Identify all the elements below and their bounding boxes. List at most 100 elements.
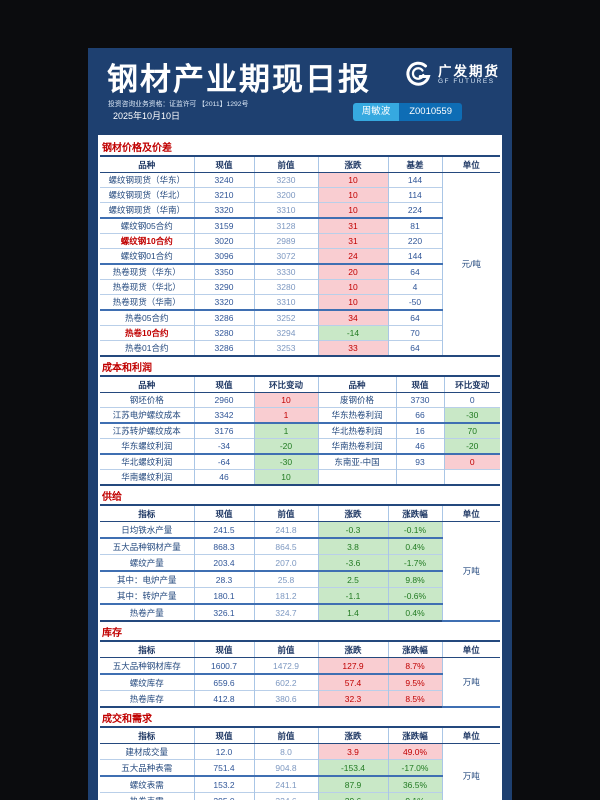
section-title-demand: 成交和需求 [102,714,152,725]
cell-label: 建材成交量 [100,743,194,760]
cell-current: 2960 [193,392,254,408]
cell-label: 热卷产量 [100,603,194,621]
table-row: 螺纹钢10合约 3020 2989 31 220 [100,233,500,249]
cell-basis: 81 [387,217,442,234]
cell-label: 东南亚-中国 [317,453,396,470]
cell-previous: 241.8 [253,521,318,539]
table-row: 华东螺纹利润 -34 -20 华南热卷利润 46 -20 [100,438,500,455]
analyst-id-badge: Z0010559 [399,103,462,121]
column-header: 现值 [193,156,254,173]
column-header: 单位 [441,727,500,744]
column-header: 现值 [193,376,254,393]
cell-label: 热卷现货（华东） [100,263,194,280]
column-header: 环比变动 [443,376,500,393]
section-title-cost: 成本和利润 [102,363,152,374]
cell-change: 0 [443,453,500,470]
page-title: 钢材产业期现日报 [107,62,371,97]
cell-change-pct: 0.4% [387,603,442,621]
table-row: 五大品种钢材库存 1600.7 1472.9 127.9 8.7% 万吨 [100,657,500,708]
cell-current: 412.8 [193,690,254,707]
cell-change: -3.6 [317,554,388,572]
column-header: 现值 [193,505,254,522]
cell-change: 34 [317,309,388,326]
cell-label: 热卷05合约 [100,309,194,326]
table-row: 建材成交量 12.0 8.0 3.9 49.0% 万吨 [100,743,500,800]
cell-change-pct: 49.0% [387,743,442,760]
gf-logo-icon [403,60,433,90]
table-row: 螺纹库存 659.6 602.2 57.4 9.5% [100,673,500,691]
cell-current: 241.5 [193,521,254,539]
cell-current: 3320 [193,294,254,311]
license-text: 投资咨询业务资格：证监许可 【2011】1292号 [108,101,249,108]
cell-change: -20 [253,438,318,455]
cell-change: 29.6 [317,792,388,800]
cell-label: 热卷10合约 [100,325,194,341]
cell-label: 华南螺纹利润 [100,469,194,485]
cell-previous: 1472.9 [253,657,318,675]
cell-current: 12.0 [193,743,254,760]
cell-basis: 220 [387,233,442,249]
cell-change: 31 [317,233,388,249]
cell-current: 3286 [193,309,254,326]
cell-label: 热卷表需 [100,792,194,800]
header-row: 指标 现值 前值 涨跌 涨跌幅 单位 [100,641,500,658]
cell-change: 3.8 [317,537,388,555]
cell-current: 3286 [193,340,254,356]
cell-change: 10 [317,279,388,295]
cell-unit: 元/吨 [441,172,500,356]
column-header: 单位 [441,641,500,658]
cell-current: 203.4 [193,554,254,572]
cell-change: -20 [443,438,500,455]
cell-label: 五大品种表需 [100,759,194,777]
column-header: 涨跌 [317,727,388,744]
cell-label: 五大品种钢材库存 [100,657,194,675]
column-header: 涨跌 [317,505,388,522]
table-row: 钢坯价格 2960 10 废钢价格 3730 0 [100,392,500,408]
supply-table: 指标 现值 前值 涨跌 涨跌幅 单位 日均铁水产量 241.5 241.8 -0.3 -0.1% 万吨… [100,504,500,622]
cell-previous: 3200 [253,187,318,203]
column-header: 指标 [100,505,194,522]
cell-change: 1 [253,422,318,439]
report-card: 钢材产业期现日报 广发期货 GF FUTURES 投资咨询业务资格：证监许可 【… [88,48,512,800]
cell-change: -14 [317,325,388,341]
table-row: 热卷表需295.0324.629.69.1% [100,792,500,800]
company-logo: 广发期货 GF FUTURES [403,60,500,90]
supply-table: 指标 现值 前值 涨跌 涨跌幅 单位 日均铁水产量 241.5 241.8 -0.3 -0.1% 万吨… [100,504,500,622]
header-row: 指标 现值 前值 涨跌 涨跌幅 单位 [100,727,500,744]
cell-label: 热卷库存 [100,690,194,707]
table-row: 热卷现货（华南） 3320 3310 10 -50 [100,294,500,311]
column-header: 前值 [253,505,318,522]
cell-change: 20 [317,263,388,280]
cell-change: -1.1 [317,587,388,605]
cell-current: 180.1 [193,587,254,605]
cell-change: 10 [317,202,388,219]
cell-basis: 64 [387,340,442,356]
column-header: 涨跌幅 [387,641,442,658]
cell-label: 华南热卷利润 [317,438,396,455]
table-row: 热卷库存 412.8 380.6 32.3 8.5% [100,690,500,707]
cell-change [443,469,500,485]
cell-change: 10 [317,172,388,188]
cell-previous: 3330 [253,263,318,280]
cell-current: 1600.7 [193,657,254,675]
cell-label: 华北螺纹利润 [100,453,194,470]
cell-change-pct: -0.1% [387,521,442,539]
cell-label: 江苏转炉螺纹成本 [100,422,194,439]
cell-label: 废钢价格 [317,392,396,408]
table-row: 江苏电炉螺纹成本 3342 1 华东热卷利润 66 -30 [100,407,500,424]
cell-label: 热卷现货（华北） [100,279,194,295]
table-row: 热卷现货（华北） 3290 3280 10 4 [100,279,500,295]
cell-change: 3.9 [317,743,388,760]
cell-change-pct: 9.1% [387,792,442,800]
cell-label: 五大品种钢材产量 [100,537,194,555]
cell-unit: 万吨 [441,743,500,800]
cell-previous: 864.5 [253,537,318,555]
column-header: 涨跌幅 [387,505,442,522]
column-header: 环比变动 [253,376,318,393]
column-header: 前值 [253,156,318,173]
cell-basis: 144 [387,248,442,265]
cell-change-pct: 0.4% [387,537,442,555]
column-header: 指标 [100,641,194,658]
table-row: 螺纹钢01合约 3096 3072 24 144 [100,248,500,265]
price-table: 品种 现值 前值 涨跌 基差 单位 螺纹钢现货（华东） 3240 3230 10 144 元/吨 螺纹钢… [100,155,500,357]
